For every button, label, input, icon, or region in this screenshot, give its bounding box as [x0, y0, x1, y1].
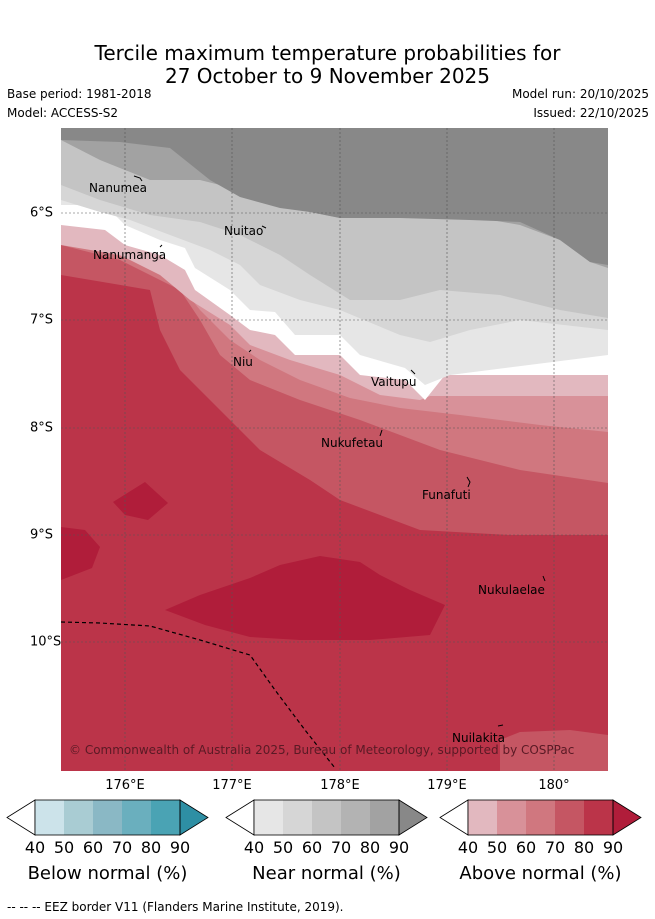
- colorbar-tick: 90: [602, 838, 624, 857]
- place-label: Nuitao: [224, 224, 264, 238]
- colorbar-segment: [526, 800, 555, 835]
- colorbar-tick: 80: [573, 838, 595, 857]
- colorbar-segment: [341, 800, 370, 835]
- colorbar-tick: 50: [486, 838, 508, 857]
- place-label: Vaitupu: [371, 375, 417, 389]
- map-gridlines: [61, 128, 608, 771]
- lat-label: 10°S: [30, 634, 62, 650]
- lon-label: 177°E: [212, 778, 252, 793]
- lat-label: 9°S: [30, 527, 54, 543]
- above-90-patch: [113, 482, 168, 520]
- colorbar-segment: [35, 800, 64, 835]
- colorbar-tick: 50: [53, 838, 75, 857]
- colorbar-segment: [254, 800, 283, 835]
- colorbar-segment: [468, 800, 497, 835]
- colorbar-tick: 80: [140, 838, 162, 857]
- colorbar-extend-low: [439, 799, 469, 836]
- model-name: Model: ACCESS-S2: [7, 106, 119, 120]
- colorbar-segment: [312, 800, 341, 835]
- place-label: Niu: [233, 355, 253, 369]
- above-90-patch: [165, 556, 445, 640]
- base-period: Base period: 1981-2018: [7, 87, 152, 101]
- lat-label: 7°S: [30, 312, 54, 328]
- colorbar-segment: [93, 800, 122, 835]
- colorbar-segment: [584, 800, 613, 835]
- colorbar-tick: 60: [515, 838, 537, 857]
- colorbars: [6, 799, 642, 836]
- colorbar-segment: [370, 800, 399, 835]
- title-line-2: 27 October to 9 November 2025: [164, 64, 491, 88]
- colorbar-frame: [253, 799, 400, 836]
- colorbar-segment: [151, 800, 180, 835]
- place-label: Funafuti: [422, 488, 471, 502]
- lat-label: 6°S: [30, 205, 54, 221]
- place-label: Nanumea: [89, 181, 147, 195]
- place-label: Nukulaelae: [478, 583, 545, 597]
- colorbar-frame: [34, 799, 181, 836]
- colorbar-tick: 40: [24, 838, 46, 857]
- near-90-region: [61, 128, 608, 265]
- island-markers: [133, 175, 546, 727]
- colorbar-tick: 80: [359, 838, 381, 857]
- colorbar-extend-high: [398, 799, 428, 836]
- eez-footer-note: -- -- -- EEZ border V11 (Flanders Marine…: [7, 900, 344, 914]
- colorbar-title: Below normal (%): [27, 863, 188, 884]
- place-label: Nanumanga: [93, 248, 167, 262]
- colorbar-tick: 70: [111, 838, 133, 857]
- colorbar-tick: 40: [457, 838, 479, 857]
- colorbar-tick: 90: [388, 838, 410, 857]
- colorbar-segment: [283, 800, 312, 835]
- colorbar-extend-high: [612, 799, 642, 836]
- colorbar-tick: 40: [243, 838, 265, 857]
- lon-label: 176°E: [105, 778, 145, 793]
- colorbar-tick: 60: [82, 838, 104, 857]
- colorbar-segment: [555, 800, 584, 835]
- lon-label: 178°E: [320, 778, 360, 793]
- colorbar-extend-high: [179, 799, 209, 836]
- colorbar-tick: 50: [272, 838, 294, 857]
- colorbar-tick: 70: [330, 838, 352, 857]
- place-label: Nukufetau: [321, 436, 384, 450]
- colorbar-segment: [497, 800, 526, 835]
- model-run: Model run: 20/10/2025: [511, 87, 649, 101]
- colorbar-tick: 90: [169, 838, 191, 857]
- above-90-patch: [61, 527, 100, 580]
- copyright-notice: © Commonwealth of Australia 2025, Bureau…: [69, 743, 575, 757]
- place-label: Nuilakita: [452, 731, 505, 745]
- colorbar-segment: [64, 800, 93, 835]
- above-70-patch: [500, 730, 608, 771]
- colorbar-title: Near normal (%): [252, 863, 401, 884]
- colorbar-tick: 70: [544, 838, 566, 857]
- title-line-1: Tercile maximum temperature probabilitie…: [94, 41, 561, 65]
- colorbar-segment: [122, 800, 151, 835]
- colorbar-extend-low: [225, 799, 255, 836]
- lat-label: 8°S: [30, 420, 54, 436]
- lon-label: 180°: [538, 778, 570, 793]
- colorbar-frame: [467, 799, 614, 836]
- colorbar-title: Above normal (%): [459, 863, 622, 884]
- colorbar-extend-low: [6, 799, 36, 836]
- colorbar-tick: 60: [301, 838, 323, 857]
- issued-date: Issued: 22/10/2025: [533, 106, 649, 120]
- lon-label: 179°E: [427, 778, 467, 793]
